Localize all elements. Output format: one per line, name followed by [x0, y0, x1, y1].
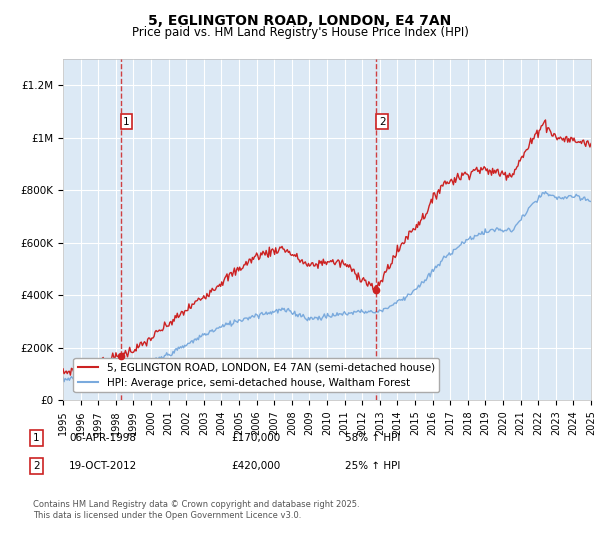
- Text: Price paid vs. HM Land Registry's House Price Index (HPI): Price paid vs. HM Land Registry's House …: [131, 26, 469, 39]
- Legend: 5, EGLINGTON ROAD, LONDON, E4 7AN (semi-detached house), HPI: Average price, sem: 5, EGLINGTON ROAD, LONDON, E4 7AN (semi-…: [73, 358, 439, 392]
- Text: £170,000: £170,000: [231, 433, 280, 443]
- Text: £420,000: £420,000: [231, 461, 280, 471]
- Text: 2: 2: [33, 461, 40, 471]
- Text: 5, EGLINGTON ROAD, LONDON, E4 7AN: 5, EGLINGTON ROAD, LONDON, E4 7AN: [148, 14, 452, 28]
- Text: 2: 2: [379, 117, 386, 127]
- Text: 19-OCT-2012: 19-OCT-2012: [69, 461, 137, 471]
- Text: 1: 1: [123, 117, 130, 127]
- Text: 06-APR-1998: 06-APR-1998: [69, 433, 136, 443]
- Text: 58% ↑ HPI: 58% ↑ HPI: [345, 433, 400, 443]
- Text: 25% ↑ HPI: 25% ↑ HPI: [345, 461, 400, 471]
- Text: 1: 1: [33, 433, 40, 443]
- Text: Contains HM Land Registry data © Crown copyright and database right 2025.
This d: Contains HM Land Registry data © Crown c…: [33, 500, 359, 520]
